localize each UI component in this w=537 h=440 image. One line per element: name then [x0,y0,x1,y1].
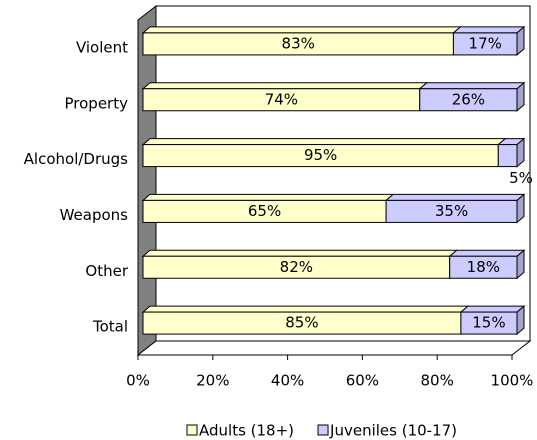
legend-label: Adults (18+) [199,422,294,440]
y-tick-label: Other [85,262,128,280]
y-tick-label: Alcohol/Drugs [24,150,129,168]
side-wall [137,4,157,357]
bar-top [452,26,526,34]
value-label: 35% [435,202,468,220]
value-label: 26% [452,90,485,108]
y-tick-label: Property [65,94,129,112]
legend-swatch [317,424,329,436]
legend-swatch [186,424,198,436]
x-tick-label: 40% [271,372,304,390]
bar [452,32,518,56]
legend-label: Juveniles (10-17) [329,422,457,440]
bar [419,88,518,112]
bar [497,144,518,168]
x-tick-label: 20% [196,372,229,390]
y-tick-label: Total [92,318,128,336]
bar [385,199,518,223]
value-label: 85% [285,314,318,332]
value-label: 65% [248,202,281,220]
value-label: 18% [467,258,500,276]
bar-top [448,249,526,257]
value-label: 95% [304,146,337,164]
value-label: 5% [509,169,533,187]
bar-top [384,193,526,201]
x-tick-label: 0% [126,372,150,390]
value-label: 17% [469,34,502,52]
bar-top [141,26,462,34]
floor [136,340,532,356]
bar-top [459,305,526,313]
y-tick-label: Weapons [60,206,129,224]
value-label: 15% [472,314,505,332]
bar-top [141,305,470,313]
value-label: 74% [265,90,298,108]
y-tick-label: Violent [76,38,128,56]
x-tick-label: 100% [491,372,534,390]
bar [449,255,518,279]
value-label: 82% [280,258,313,276]
bar-top [141,193,395,201]
bar-top [141,82,429,90]
value-label: 83% [282,34,315,52]
bar-top [141,249,459,257]
bar-top [418,82,526,90]
x-tick-label: 60% [346,372,379,390]
x-tick-label: 80% [421,372,454,390]
bar-top [141,138,507,146]
bar [460,311,518,335]
back-wall [155,5,531,342]
